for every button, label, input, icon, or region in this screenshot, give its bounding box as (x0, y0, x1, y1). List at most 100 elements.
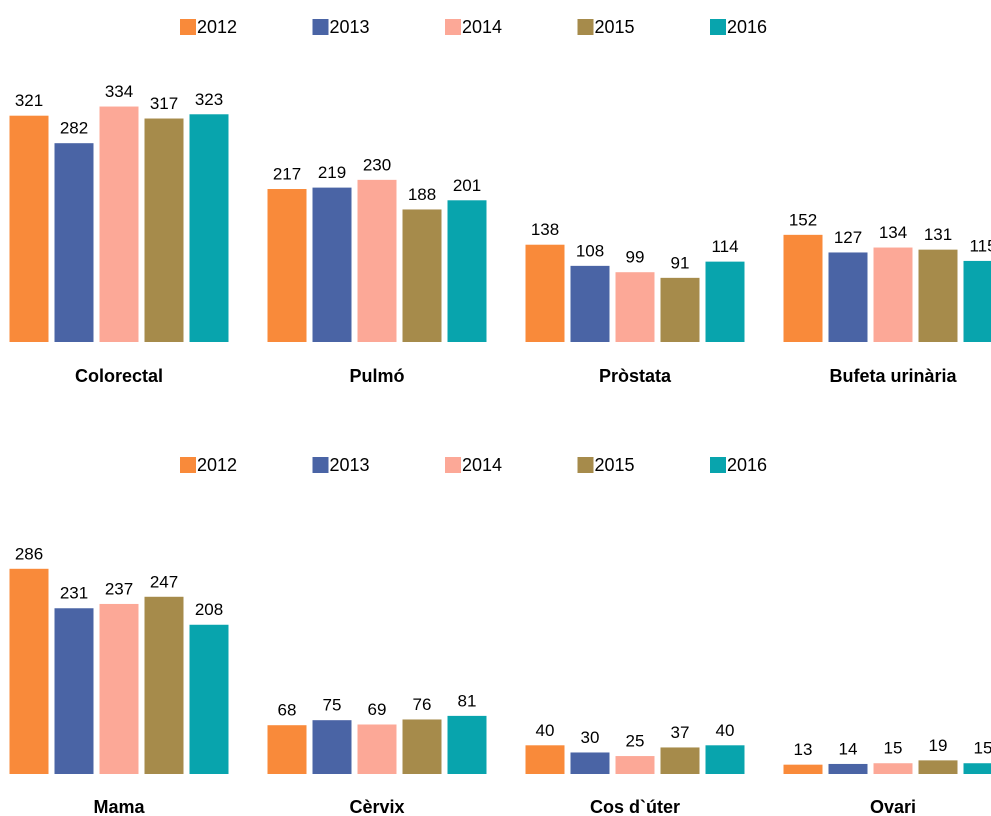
value-label: 282 (60, 119, 88, 138)
value-label: 231 (60, 584, 88, 603)
category-label: Cèrvix (349, 797, 404, 816)
legend-swatch (577, 457, 594, 473)
bar (312, 187, 352, 342)
bar (9, 568, 49, 774)
category-label: Mama (93, 797, 145, 816)
bar (312, 720, 352, 774)
bar (189, 624, 229, 774)
value-label: 334 (105, 82, 133, 101)
bar (570, 265, 610, 342)
bar (525, 745, 565, 774)
value-label: 127 (834, 228, 862, 247)
bar (615, 272, 655, 342)
bar (918, 760, 958, 774)
bar (828, 252, 868, 342)
bar (447, 200, 487, 342)
legend-label: 2016 (727, 455, 767, 475)
value-label: 219 (318, 163, 346, 182)
bar (525, 244, 565, 342)
category-label: Cos d`úter (590, 797, 680, 816)
bar (54, 143, 94, 342)
bar (357, 179, 397, 342)
legend-label: 2014 (462, 17, 502, 37)
value-label: 76 (413, 695, 432, 714)
bar (828, 763, 868, 774)
legend-swatch (710, 457, 726, 473)
bar (705, 745, 745, 774)
bar (963, 763, 991, 774)
legend-label: 2013 (330, 455, 370, 475)
value-label: 108 (576, 241, 604, 260)
legend-swatch (710, 19, 726, 35)
bar (189, 114, 229, 342)
bar (963, 260, 991, 342)
bar (99, 603, 139, 774)
value-label: 237 (105, 579, 133, 598)
bar (660, 747, 700, 774)
bar (402, 719, 442, 774)
value-label: 30 (581, 728, 600, 747)
bar (447, 715, 487, 774)
legend-swatch (180, 19, 196, 35)
bar (402, 209, 442, 342)
bar (144, 596, 184, 774)
category-label: Bufeta urinària (829, 366, 957, 386)
bar (144, 118, 184, 342)
value-label: 25 (626, 732, 645, 751)
value-label: 15 (974, 739, 991, 758)
bar (54, 608, 94, 774)
bar (705, 261, 745, 342)
category-label: Pulmó (349, 366, 404, 386)
legend-label: 2016 (727, 17, 767, 37)
value-label: 131 (924, 225, 952, 244)
value-label: 138 (531, 220, 559, 239)
legend-label: 2012 (197, 17, 237, 37)
value-label: 286 (15, 544, 43, 563)
bar (873, 247, 913, 342)
bar (660, 277, 700, 342)
legend-label: 2013 (330, 17, 370, 37)
value-label: 14 (839, 739, 858, 758)
legend-swatch (577, 19, 594, 35)
bar (267, 725, 307, 774)
value-label: 208 (195, 600, 223, 619)
value-label: 152 (789, 210, 817, 229)
legend-swatch (445, 19, 461, 35)
value-label: 188 (408, 185, 436, 204)
legend-swatch (445, 457, 461, 473)
value-label: 69 (368, 700, 387, 719)
value-label: 15 (884, 739, 903, 758)
value-label: 13 (794, 740, 813, 759)
bar (267, 189, 307, 342)
value-label: 217 (273, 164, 301, 183)
bar (9, 115, 49, 342)
value-label: 99 (626, 248, 645, 267)
bar (357, 724, 397, 774)
value-label: 40 (716, 721, 735, 740)
bar (615, 756, 655, 774)
value-label: 40 (536, 721, 555, 740)
legend-label: 2012 (197, 455, 237, 475)
category-label: Ovari (870, 797, 916, 816)
value-label: 201 (453, 176, 481, 195)
legend-swatch (312, 19, 329, 35)
bar (783, 764, 823, 774)
value-label: 19 (929, 736, 948, 755)
legend-swatch (312, 457, 329, 473)
bar (918, 249, 958, 342)
value-label: 115 (969, 236, 991, 255)
value-label: 81 (458, 691, 477, 710)
value-label: 230 (363, 155, 391, 174)
bar (570, 752, 610, 774)
legend-label: 2015 (595, 455, 635, 475)
bar (873, 763, 913, 774)
value-label: 114 (711, 237, 738, 256)
value-label: 321 (15, 91, 43, 110)
category-label: Colorectal (75, 366, 163, 386)
legend-label: 2014 (462, 455, 502, 475)
value-label: 323 (195, 90, 223, 109)
value-label: 37 (671, 723, 690, 742)
value-label: 247 (150, 572, 178, 591)
